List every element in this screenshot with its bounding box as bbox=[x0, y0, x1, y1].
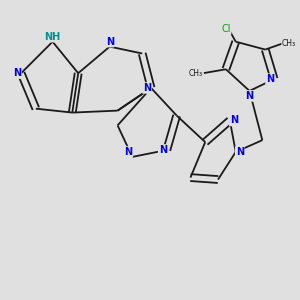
Text: NH: NH bbox=[44, 32, 61, 42]
Text: CH₃: CH₃ bbox=[189, 69, 203, 78]
Text: N: N bbox=[159, 145, 167, 155]
Text: N: N bbox=[266, 74, 274, 84]
Text: N: N bbox=[230, 116, 238, 125]
Text: N: N bbox=[13, 68, 21, 78]
Text: N: N bbox=[236, 147, 244, 157]
Text: N: N bbox=[143, 83, 151, 93]
Text: N: N bbox=[245, 91, 253, 101]
Text: CH₃: CH₃ bbox=[282, 39, 296, 48]
Text: N: N bbox=[124, 147, 132, 157]
Text: N: N bbox=[106, 37, 114, 46]
Text: Cl: Cl bbox=[221, 24, 231, 34]
